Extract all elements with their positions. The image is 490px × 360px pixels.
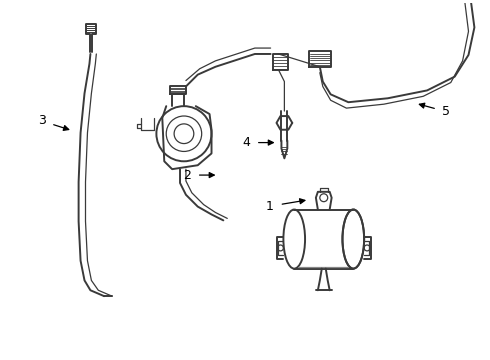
Text: 2: 2 (183, 168, 191, 181)
Text: 5: 5 (442, 105, 450, 118)
Ellipse shape (283, 210, 305, 269)
Circle shape (156, 106, 212, 161)
Text: 4: 4 (242, 136, 250, 149)
Text: 3: 3 (38, 114, 46, 127)
Ellipse shape (343, 210, 364, 269)
Text: 1: 1 (266, 200, 274, 213)
